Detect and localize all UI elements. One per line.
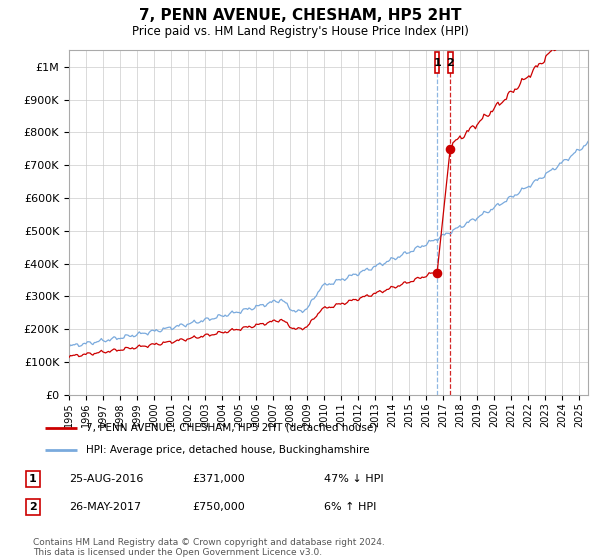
- Text: 26-MAY-2017: 26-MAY-2017: [69, 502, 141, 512]
- Text: 1: 1: [433, 58, 441, 68]
- Text: Price paid vs. HM Land Registry's House Price Index (HPI): Price paid vs. HM Land Registry's House …: [131, 25, 469, 38]
- Text: 2: 2: [29, 502, 37, 512]
- Text: Contains HM Land Registry data © Crown copyright and database right 2024.
This d: Contains HM Land Registry data © Crown c…: [33, 538, 385, 557]
- Text: 2: 2: [446, 58, 454, 68]
- Text: 7, PENN AVENUE, CHESHAM, HP5 2HT (detached house): 7, PENN AVENUE, CHESHAM, HP5 2HT (detach…: [86, 423, 377, 433]
- FancyBboxPatch shape: [448, 52, 452, 73]
- Point: [432, 269, 442, 278]
- Text: 25-AUG-2016: 25-AUG-2016: [69, 474, 143, 484]
- Point: [445, 144, 455, 153]
- Text: 1: 1: [29, 474, 37, 484]
- Text: 47% ↓ HPI: 47% ↓ HPI: [324, 474, 383, 484]
- Text: £750,000: £750,000: [192, 502, 245, 512]
- Text: HPI: Average price, detached house, Buckinghamshire: HPI: Average price, detached house, Buck…: [86, 445, 369, 455]
- FancyBboxPatch shape: [434, 52, 439, 73]
- Text: £371,000: £371,000: [192, 474, 245, 484]
- Text: 6% ↑ HPI: 6% ↑ HPI: [324, 502, 376, 512]
- Text: 7, PENN AVENUE, CHESHAM, HP5 2HT: 7, PENN AVENUE, CHESHAM, HP5 2HT: [139, 8, 461, 24]
